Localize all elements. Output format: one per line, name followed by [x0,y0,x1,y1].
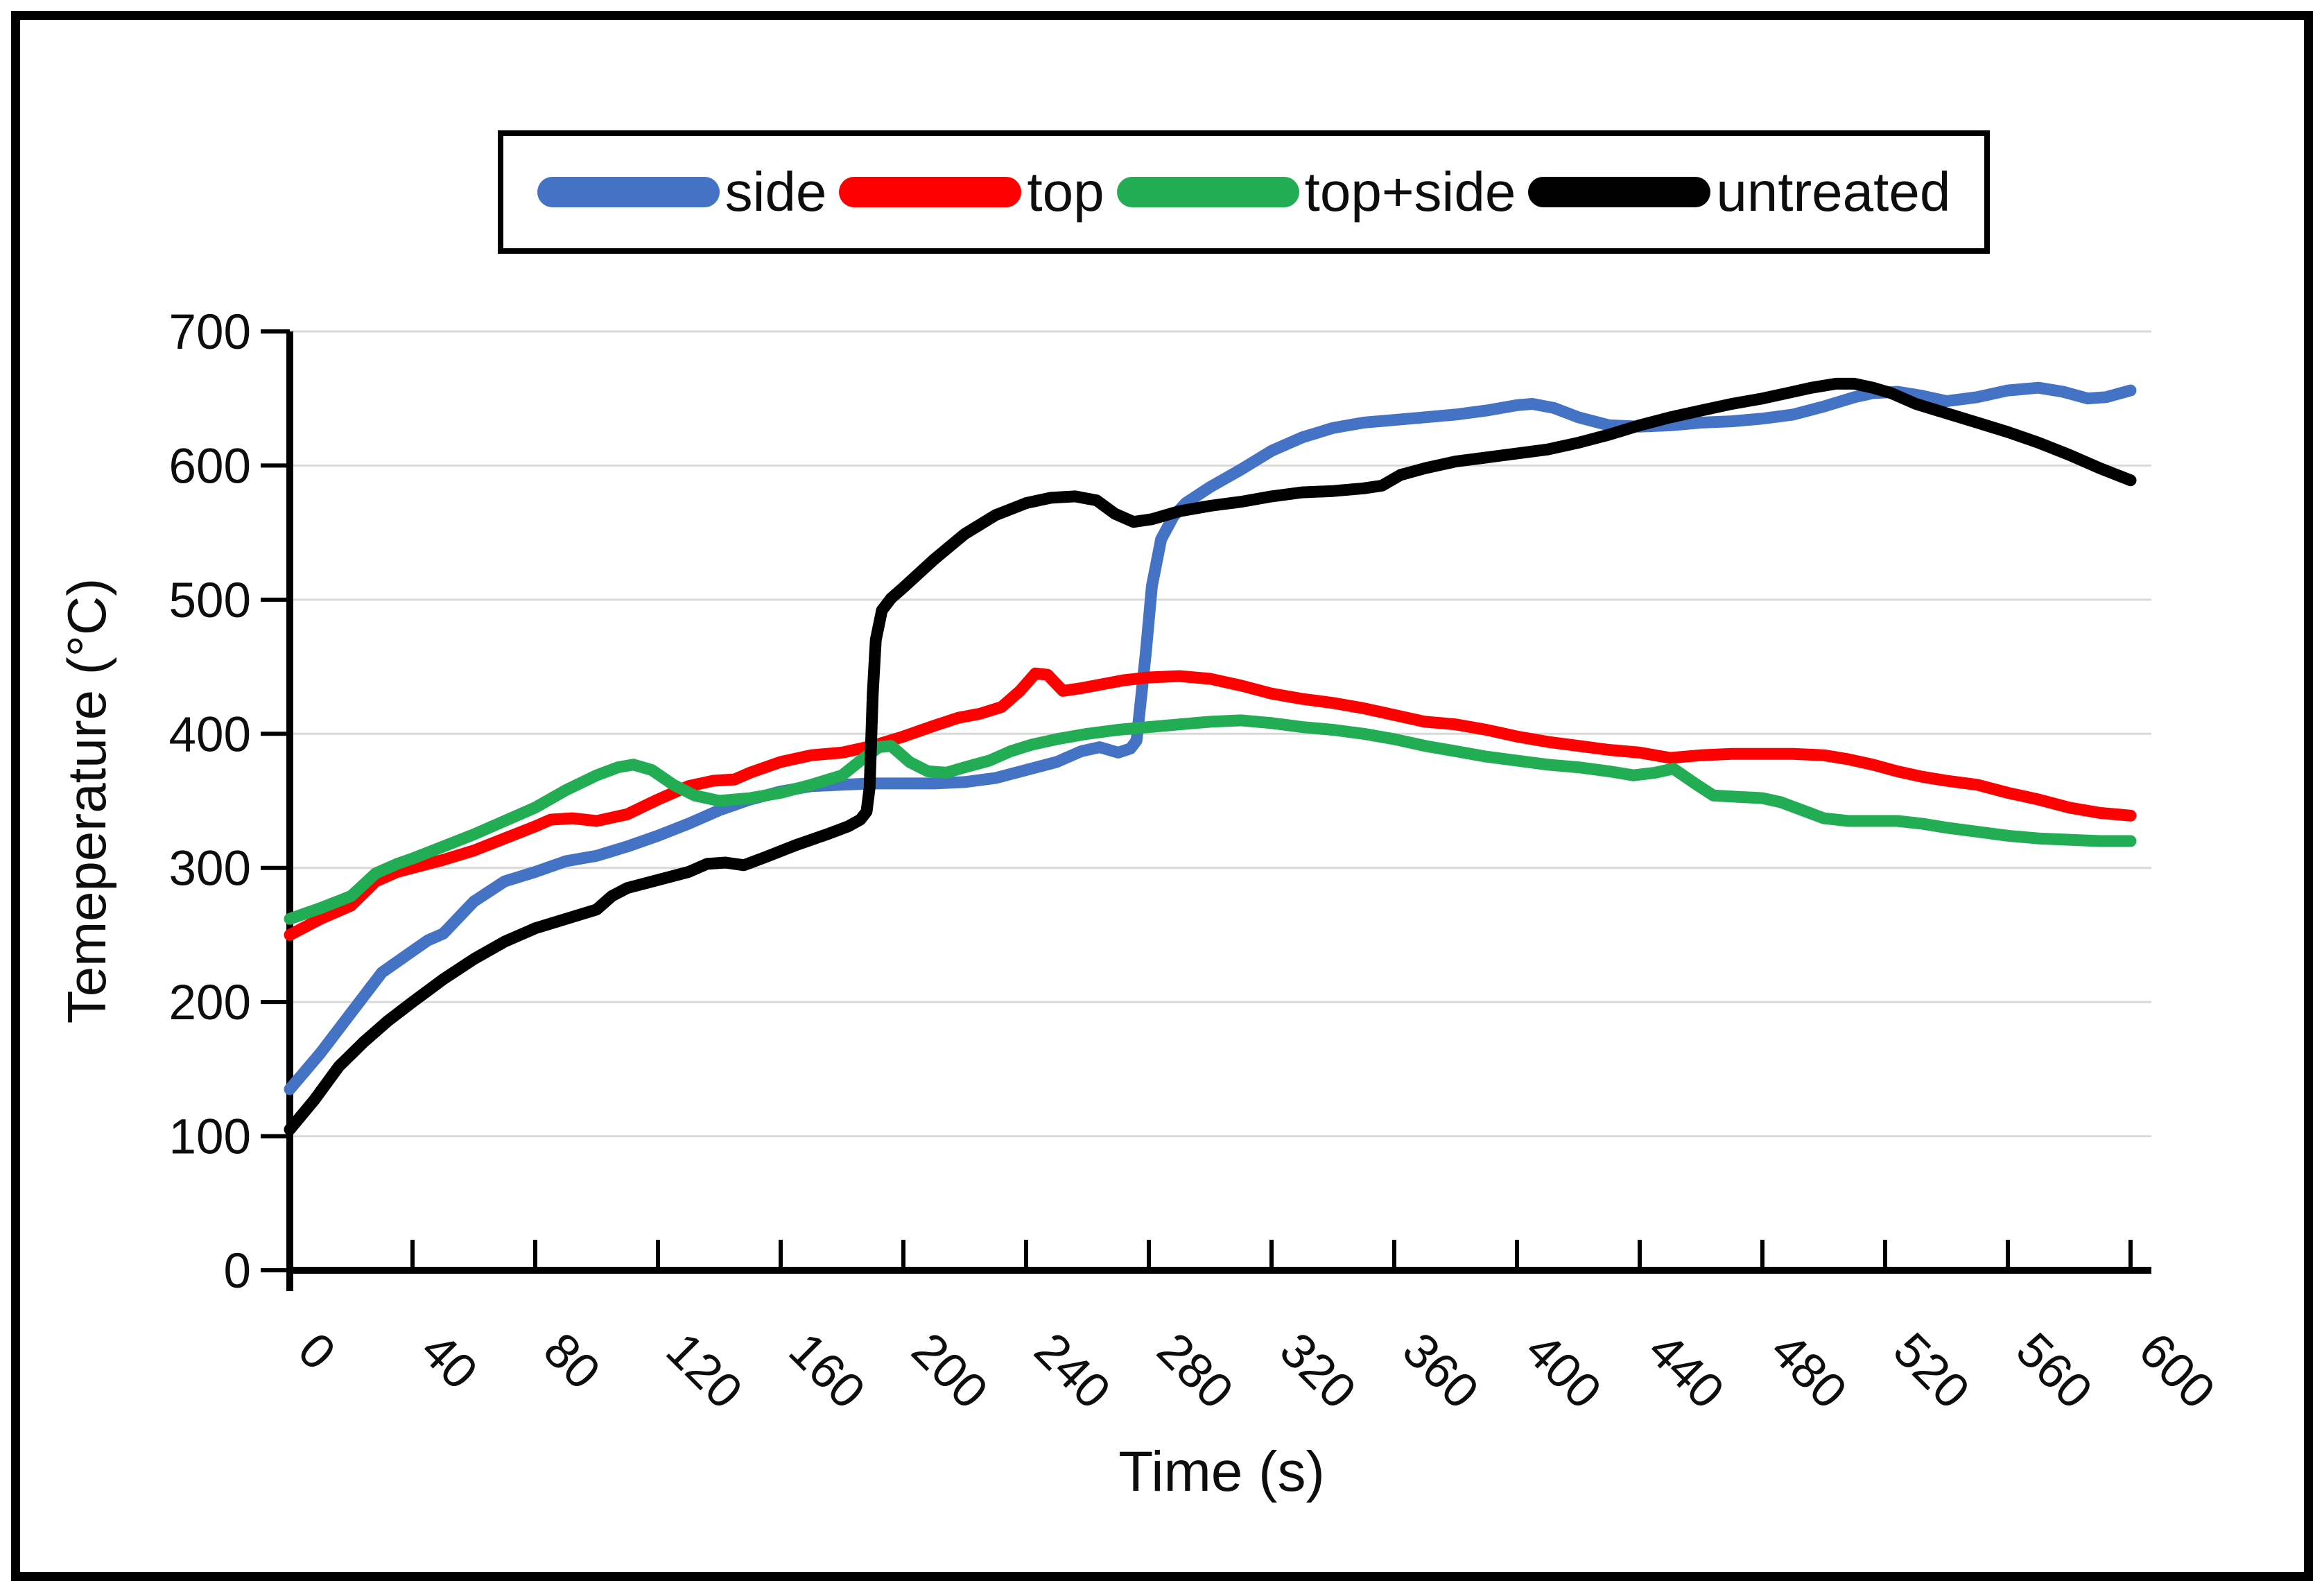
y-tick-label-0: 0 [224,1244,252,1299]
y-tick-label-600: 600 [169,439,251,494]
y-tick-label-300: 300 [169,842,251,897]
x-tick-label-80: 80 [533,1322,611,1400]
x-tick-labels: 0 40 80 120 160 200 240 280 320 360 400 440 480 520 56… [288,1322,2226,1419]
x-tick-label-520: 520 [1883,1322,1980,1419]
side-series-swatch [537,177,720,207]
x-tick-label-280: 280 [1147,1322,1244,1419]
x-tick-label-240: 240 [1024,1322,1121,1419]
x-tick-label-480: 480 [1760,1322,1857,1419]
y-tick-label-500: 500 [169,573,251,628]
legend-item-top: top [839,160,1104,224]
series-line-untreated [284,377,2137,1136]
x-tick-label-120: 120 [656,1322,753,1419]
x-tick-label-40: 40 [410,1322,488,1400]
x-tick-label-0: 0 [288,1322,346,1381]
gridlines [290,330,2151,1138]
x-tick-label-200: 200 [901,1322,998,1419]
series-line-top [284,667,2137,941]
top-side-series-swatch [1116,177,1299,207]
x-tick-label-400: 400 [1515,1322,1612,1419]
series-lines [284,377,2137,1136]
x-tick-label-440: 440 [1638,1322,1735,1419]
untreated-series-swatch [1528,177,1711,207]
series-line-side [284,381,2137,1096]
x-axis-title: Time (s) [1118,1440,1325,1503]
y-tick-label-700: 700 [169,305,251,360]
legend-label-side: side [725,161,827,223]
legend-item-untreated: untreated [1528,160,1950,224]
legend-box: side top top+side untreated [498,130,1990,254]
series-line-top+side [284,714,2137,925]
y-axis-title: Temeperature (°C) [56,578,117,1023]
x-tick-label-320: 320 [1269,1322,1367,1419]
y-tick-label-200: 200 [169,976,251,1030]
x-tick-label-160: 160 [779,1322,876,1419]
y-tick-label-100: 100 [169,1110,251,1165]
top-series-swatch [839,177,1022,207]
legend-item-top-side: top+side [1116,160,1516,224]
legend-label-untreated: untreated [1716,161,1951,223]
y-tick-labels: 0 100 200 300 400 500 600 700 [169,305,251,1299]
x-tick-label-360: 360 [1392,1322,1489,1419]
x-tick-label-600: 600 [2128,1322,2226,1419]
x-tick-label-560: 560 [2006,1322,2103,1419]
y-tick-label-400: 400 [169,707,251,762]
legend-label-top: top [1027,161,1104,223]
axis-ticks [261,329,2133,1272]
outer-border [11,11,2313,1581]
legend-item-side: side [537,160,827,224]
legend-label-top-side: top+side [1304,161,1516,223]
